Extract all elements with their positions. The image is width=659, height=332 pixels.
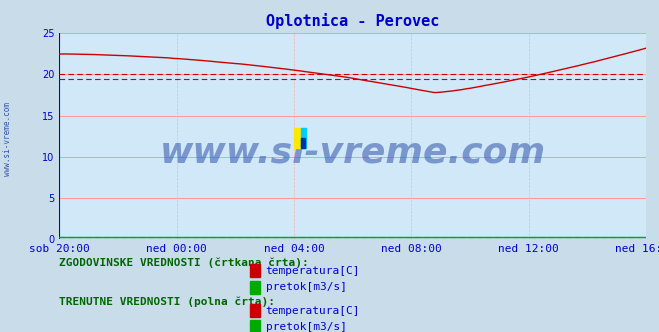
Text: pretok[m3/s]: pretok[m3/s] xyxy=(266,322,347,332)
Text: temperatura[C]: temperatura[C] xyxy=(266,266,360,276)
Bar xyxy=(294,128,301,148)
Text: temperatura[C]: temperatura[C] xyxy=(266,306,360,316)
Bar xyxy=(301,138,305,148)
Title: Oplotnica - Perovec: Oplotnica - Perovec xyxy=(266,13,440,29)
Text: TRENUTNE VREDNOSTI (polna črta):: TRENUTNE VREDNOSTI (polna črta): xyxy=(59,297,275,307)
Bar xyxy=(301,128,306,148)
Text: ZGODOVINSKE VREDNOSTI (črtkana črta):: ZGODOVINSKE VREDNOSTI (črtkana črta): xyxy=(59,257,309,268)
Text: www.si-vreme.com: www.si-vreme.com xyxy=(3,103,13,176)
Text: www.si-vreme.com: www.si-vreme.com xyxy=(159,135,546,170)
Text: pretok[m3/s]: pretok[m3/s] xyxy=(266,283,347,292)
